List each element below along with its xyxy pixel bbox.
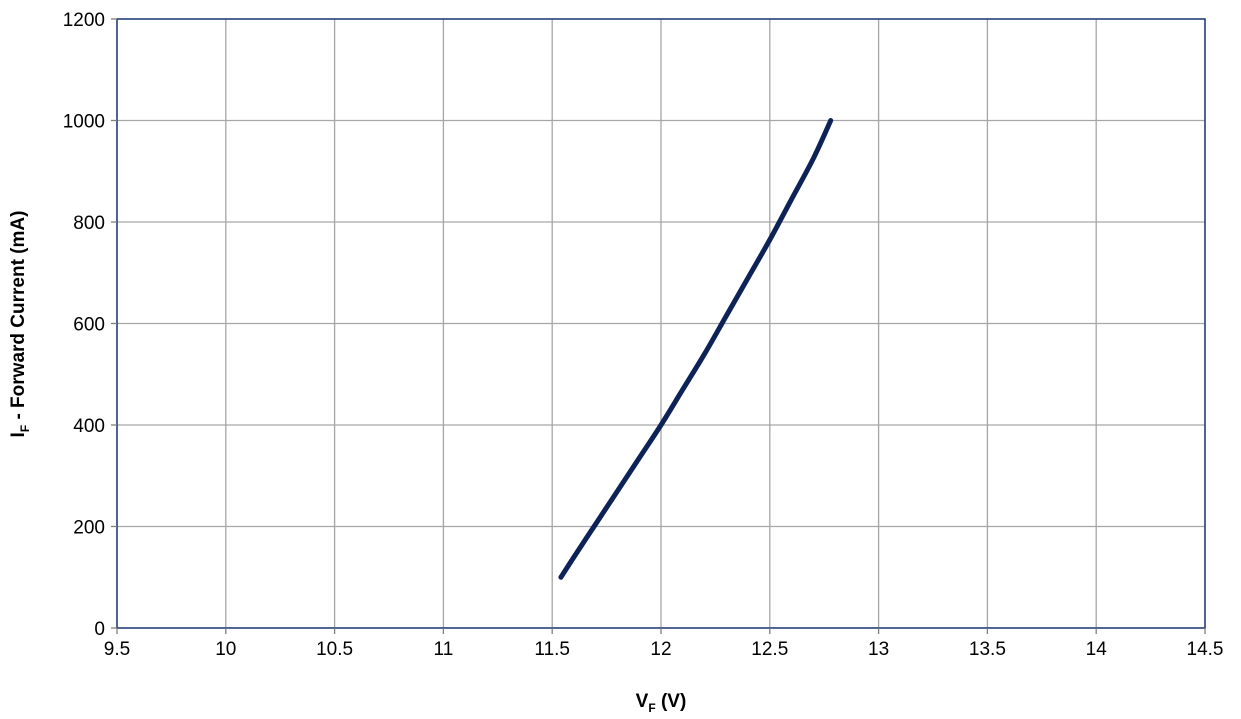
x-axis-ticks: 9.5 10 10.5 11 11.5 12 12.5 13 13.5 14 14.5 — [104, 628, 1224, 660]
x-tick-label: 14 — [1086, 639, 1108, 660]
x-tick-label: 12 — [650, 639, 671, 660]
y-tick-label: 0 — [94, 619, 105, 640]
x-axis-title: VF (V) — [636, 691, 687, 715]
x-tick-label: 13 — [868, 639, 889, 660]
x-tick-label: 12.5 — [751, 639, 788, 660]
y-tick-label: 400 — [73, 416, 105, 437]
y-tick-label: 600 — [73, 315, 105, 336]
y-tick-label: 1200 — [63, 10, 105, 31]
y-axis-ticks: 0 200 400 600 800 1000 1200 — [63, 10, 117, 640]
y-tick-label: 1000 — [63, 112, 105, 133]
x-tick-label: 10.5 — [316, 639, 353, 660]
forward-current-curve — [558, 118, 834, 580]
x-tick-label: 10 — [215, 639, 236, 660]
series-group — [558, 118, 834, 580]
y-tick-label: 800 — [73, 213, 105, 234]
grid-lines — [116, 18, 1206, 629]
y-tick-label: 200 — [73, 518, 105, 539]
x-tick-label: 11 — [434, 639, 454, 660]
x-tick-label: 14.5 — [1187, 639, 1224, 660]
x-tick-label: 9.5 — [104, 639, 130, 660]
x-tick-label: 13.5 — [969, 639, 1006, 660]
x-tick-label: 11.5 — [534, 639, 570, 660]
y-axis-title: IF - Forward Current (mA) — [8, 211, 32, 438]
